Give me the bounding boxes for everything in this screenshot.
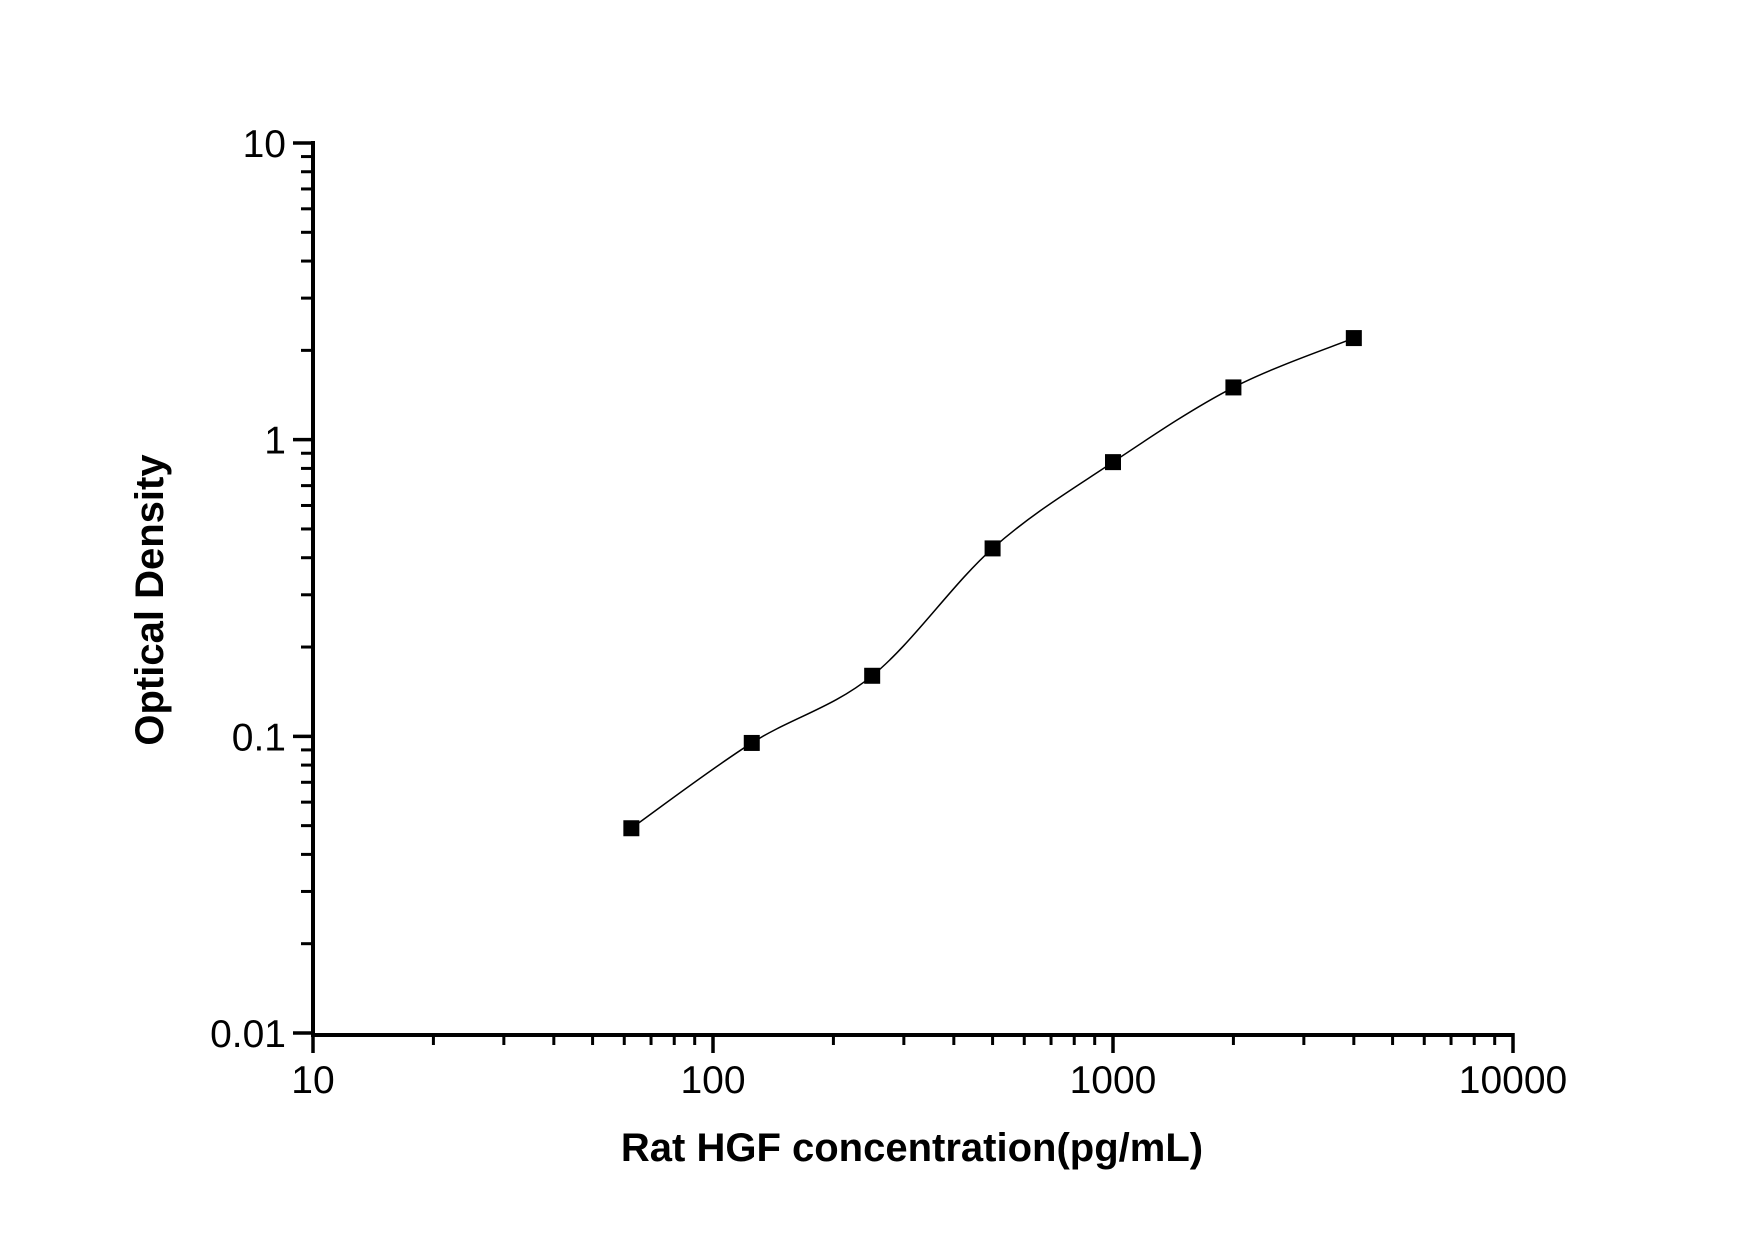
data-point-marker [1345, 330, 1362, 347]
x-tick-label: 10000 [1459, 1059, 1567, 1102]
x-axis-title: Rat HGF concentration(pg/mL) [621, 1126, 1203, 1170]
data-point-marker [1105, 454, 1121, 471]
x-tick-label: 10 [291, 1059, 334, 1102]
data-point-marker [623, 820, 640, 837]
chart-plot-area: 10 100 1000 10000 10 1 0.1 0.01 [210, 123, 1567, 1102]
x-tick-label: 100 [680, 1059, 745, 1102]
data-point-marker [1225, 379, 1242, 396]
y-tick-label: 1 [264, 420, 286, 463]
data-point-marker [743, 734, 760, 751]
x-tick-label: 1000 [1070, 1059, 1157, 1102]
y-tick-label: 0.01 [210, 1013, 286, 1056]
data-point-marker [864, 667, 881, 684]
data-point-marker [984, 540, 1001, 557]
fitted-curve-line [630, 337, 1355, 829]
y-tick-label: 10 [243, 123, 286, 166]
y-tick-label: 0.1 [232, 716, 286, 759]
y-axis-title: Optical Density [128, 454, 172, 746]
